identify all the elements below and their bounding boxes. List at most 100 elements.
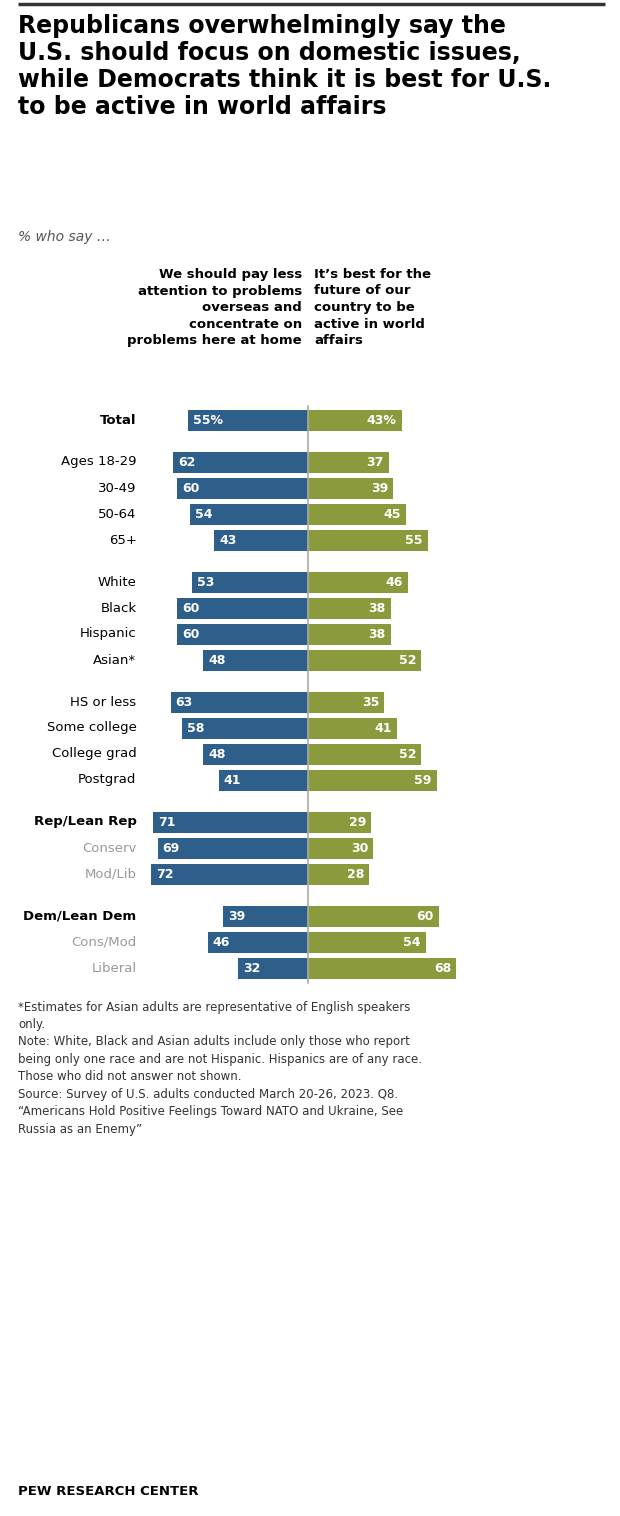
- Bar: [308, 811, 371, 832]
- Bar: [308, 478, 393, 499]
- Bar: [177, 478, 308, 499]
- Bar: [308, 958, 456, 978]
- Text: Conserv: Conserv: [82, 841, 136, 855]
- Bar: [223, 905, 308, 926]
- Text: Total: Total: [100, 414, 136, 426]
- Text: 41: 41: [224, 773, 241, 787]
- Bar: [188, 409, 308, 431]
- Bar: [203, 649, 308, 670]
- Text: 62: 62: [178, 455, 195, 468]
- Bar: [308, 623, 391, 644]
- Bar: [308, 452, 389, 473]
- Text: PEW RESEARCH CENTER: PEW RESEARCH CENTER: [18, 1486, 198, 1498]
- Text: 59: 59: [414, 773, 432, 787]
- Text: % who say …: % who say …: [18, 230, 111, 244]
- Bar: [173, 452, 308, 473]
- Text: 29: 29: [349, 816, 366, 829]
- Text: 43%: 43%: [367, 414, 397, 426]
- Bar: [190, 503, 308, 525]
- Bar: [170, 691, 308, 713]
- Text: 32: 32: [243, 961, 260, 975]
- Text: *Estimates for Asian adults are representative of English speakers
only.
Note: W: *Estimates for Asian adults are represen…: [18, 1001, 422, 1135]
- Bar: [308, 529, 428, 550]
- Text: Postgrad: Postgrad: [78, 773, 136, 787]
- Bar: [308, 409, 402, 431]
- Text: 60: 60: [417, 910, 434, 923]
- Text: HS or less: HS or less: [71, 696, 136, 708]
- Bar: [203, 743, 308, 764]
- Bar: [308, 743, 422, 764]
- Text: 58: 58: [187, 722, 204, 734]
- Bar: [308, 597, 391, 619]
- Bar: [182, 717, 308, 738]
- Text: 45: 45: [384, 508, 401, 520]
- Bar: [308, 691, 384, 713]
- Text: 46: 46: [213, 935, 230, 949]
- Bar: [308, 572, 409, 593]
- Text: 60: 60: [182, 482, 200, 494]
- Text: It’s best for the
future of our
country to be
active in world
affairs: It’s best for the future of our country …: [314, 268, 431, 347]
- Bar: [177, 623, 308, 644]
- Text: 30-49: 30-49: [98, 482, 136, 494]
- Text: 65+: 65+: [108, 534, 136, 546]
- Text: 52: 52: [399, 747, 417, 761]
- Text: Rep/Lean Rep: Rep/Lean Rep: [33, 816, 136, 829]
- Text: 38: 38: [368, 602, 386, 614]
- Text: White: White: [97, 576, 136, 588]
- Text: 46: 46: [386, 576, 403, 588]
- Text: 71: 71: [158, 816, 175, 829]
- Text: 28: 28: [347, 867, 364, 881]
- Text: 68: 68: [434, 961, 451, 975]
- Text: Mod/Lib: Mod/Lib: [84, 867, 136, 881]
- Text: Cons/Mod: Cons/Mod: [71, 935, 136, 949]
- Text: 60: 60: [182, 602, 200, 614]
- Bar: [308, 717, 397, 738]
- Bar: [308, 770, 436, 790]
- Text: 53: 53: [197, 576, 215, 588]
- Text: Some college: Some college: [46, 722, 136, 734]
- Text: Republicans overwhelmingly say the
U.S. should focus on domestic issues,
while D: Republicans overwhelmingly say the U.S. …: [18, 14, 551, 118]
- Text: We should pay less
attention to problems
overseas and
concentrate on
problems he: We should pay less attention to problems…: [127, 268, 302, 347]
- Bar: [153, 811, 308, 832]
- Bar: [238, 958, 308, 978]
- Text: 72: 72: [156, 867, 174, 881]
- Text: Ages 18-29: Ages 18-29: [61, 455, 136, 468]
- Text: 69: 69: [162, 841, 180, 855]
- Bar: [215, 529, 308, 550]
- Text: Asian*: Asian*: [94, 653, 136, 667]
- Text: Dem/Lean Dem: Dem/Lean Dem: [24, 910, 136, 923]
- Text: 39: 39: [371, 482, 388, 494]
- Bar: [308, 864, 369, 884]
- Bar: [219, 770, 308, 790]
- Bar: [308, 649, 422, 670]
- Text: 30: 30: [351, 841, 368, 855]
- Text: Black: Black: [100, 602, 136, 614]
- Bar: [308, 503, 406, 525]
- Text: 63: 63: [175, 696, 193, 708]
- Bar: [308, 905, 439, 926]
- Text: 43: 43: [219, 534, 237, 546]
- Text: 55%: 55%: [193, 414, 223, 426]
- Text: 60: 60: [182, 628, 200, 640]
- Bar: [157, 837, 308, 858]
- Bar: [308, 931, 426, 952]
- Bar: [192, 572, 308, 593]
- Text: Hispanic: Hispanic: [80, 628, 136, 640]
- Text: 50-64: 50-64: [98, 508, 136, 520]
- Text: 39: 39: [228, 910, 246, 923]
- Text: 55: 55: [405, 534, 423, 546]
- Text: Liberal: Liberal: [91, 961, 136, 975]
- Text: 54: 54: [403, 935, 421, 949]
- Text: College grad: College grad: [51, 747, 136, 761]
- Bar: [151, 864, 308, 884]
- Bar: [177, 597, 308, 619]
- Text: 41: 41: [375, 722, 392, 734]
- Bar: [308, 837, 373, 858]
- Text: 48: 48: [208, 653, 226, 667]
- Text: 35: 35: [362, 696, 379, 708]
- Text: 38: 38: [368, 628, 386, 640]
- Bar: [208, 931, 308, 952]
- Text: 48: 48: [208, 747, 226, 761]
- Text: 37: 37: [366, 455, 384, 468]
- Text: 54: 54: [195, 508, 213, 520]
